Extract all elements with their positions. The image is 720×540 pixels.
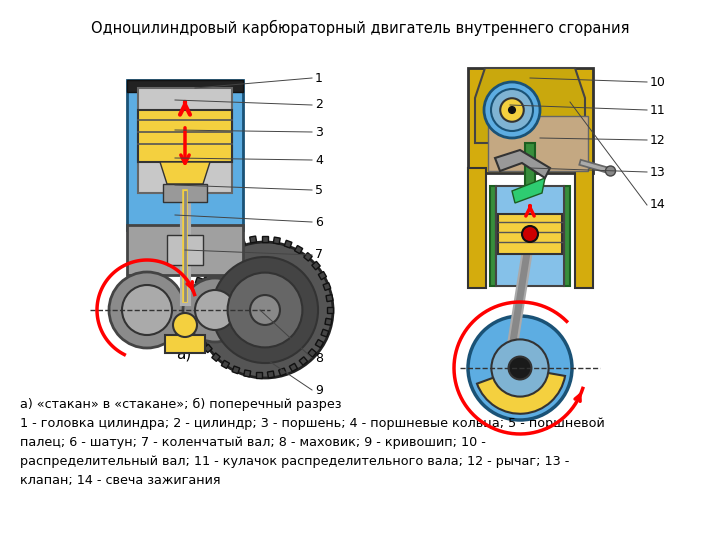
Circle shape (195, 290, 235, 330)
Bar (227, 242, 235, 251)
Circle shape (500, 98, 523, 122)
Bar (191, 301, 197, 307)
Bar (279, 368, 287, 376)
Bar (575, 168, 593, 288)
Text: 2: 2 (315, 98, 323, 111)
Text: 6: 6 (315, 215, 323, 228)
Bar (564, 186, 570, 286)
Bar (289, 363, 297, 372)
Bar (467, 168, 485, 288)
Bar (318, 272, 326, 280)
Bar (315, 340, 323, 348)
Text: 9: 9 (315, 383, 323, 396)
Bar (284, 240, 292, 248)
Bar (127, 80, 243, 230)
Bar (267, 371, 274, 378)
Polygon shape (160, 162, 210, 184)
Text: б): б) (510, 354, 526, 369)
Bar (238, 238, 246, 246)
Bar (212, 353, 220, 361)
Bar (487, 116, 588, 171)
Bar (525, 143, 535, 193)
Circle shape (250, 295, 280, 325)
Text: а): а) (176, 346, 192, 361)
Bar (274, 237, 280, 244)
Text: 1: 1 (315, 71, 323, 84)
Bar (204, 344, 212, 353)
Circle shape (197, 242, 333, 378)
Bar (326, 295, 333, 302)
Bar (325, 318, 332, 325)
Text: палец; 6 - шатун; 7 - коленчатый вал; 8 - маховик; 9 - кривошип; 10 -: палец; 6 - шатун; 7 - коленчатый вал; 8 … (20, 436, 486, 449)
Bar (323, 283, 330, 291)
Bar (244, 370, 251, 377)
Text: 12: 12 (650, 133, 666, 146)
Circle shape (484, 82, 540, 138)
Circle shape (228, 273, 302, 347)
Bar (467, 68, 593, 173)
Bar (191, 312, 198, 319)
Bar (195, 277, 203, 285)
Bar (232, 366, 240, 374)
Bar (304, 253, 312, 261)
Circle shape (212, 257, 318, 363)
Bar (138, 88, 232, 193)
Circle shape (109, 272, 185, 348)
Circle shape (522, 226, 538, 242)
Bar (327, 307, 333, 313)
Bar (138, 110, 232, 162)
Circle shape (508, 106, 516, 113)
Bar (490, 186, 496, 286)
Polygon shape (512, 178, 545, 203)
Bar (200, 266, 209, 274)
Circle shape (183, 278, 247, 342)
Circle shape (173, 313, 197, 337)
Circle shape (606, 166, 616, 176)
Bar (207, 256, 216, 265)
Bar (250, 236, 256, 243)
Bar (127, 225, 243, 275)
Text: 1 - головка цилиндра; 2 - цилиндр; 3 - поршень; 4 - поршневые кольца; 5 - поршне: 1 - головка цилиндра; 2 - цилиндр; 3 - п… (20, 417, 605, 430)
Bar (312, 261, 320, 270)
Bar (167, 235, 203, 265)
Text: распределительный вал; 11 - кулачок распределительного вала; 12 - рычаг; 13 -: распределительный вал; 11 - кулачок расп… (20, 455, 570, 468)
Text: а) «стакан» в «стакане»; б) поперечный разрез: а) «стакан» в «стакане»; б) поперечный р… (20, 398, 341, 411)
Bar (217, 249, 225, 257)
Bar (197, 334, 206, 342)
Bar (192, 289, 199, 296)
Circle shape (508, 356, 531, 380)
Bar (127, 80, 243, 92)
Text: 10: 10 (650, 76, 666, 89)
Bar (294, 246, 302, 254)
Circle shape (491, 340, 549, 396)
Bar (262, 236, 268, 242)
Text: 5: 5 (315, 184, 323, 197)
Bar (221, 360, 230, 368)
Circle shape (122, 285, 172, 335)
Polygon shape (475, 68, 585, 143)
Polygon shape (495, 150, 550, 178)
Bar (165, 335, 205, 353)
Text: клапан; 14 - свеча зажигания: клапан; 14 - свеча зажигания (20, 474, 220, 487)
Bar (308, 349, 316, 357)
Bar (256, 372, 262, 378)
Bar (496, 186, 564, 286)
Bar (321, 329, 329, 337)
Text: 8: 8 (315, 352, 323, 365)
Circle shape (468, 316, 572, 420)
Text: 11: 11 (650, 104, 666, 117)
Bar (193, 323, 201, 331)
Text: 7: 7 (315, 248, 323, 261)
Text: Одноцилиндровый карбюраторный двигатель внутреннего сгорания: Одноцилиндровый карбюраторный двигатель … (91, 20, 629, 36)
Text: 14: 14 (650, 199, 666, 212)
Bar (300, 357, 307, 365)
Circle shape (491, 89, 533, 131)
Wedge shape (477, 368, 565, 414)
Bar (163, 184, 207, 202)
Text: 4: 4 (315, 153, 323, 166)
Text: 13: 13 (650, 165, 666, 179)
Text: 3: 3 (315, 125, 323, 138)
Bar (498, 214, 562, 254)
